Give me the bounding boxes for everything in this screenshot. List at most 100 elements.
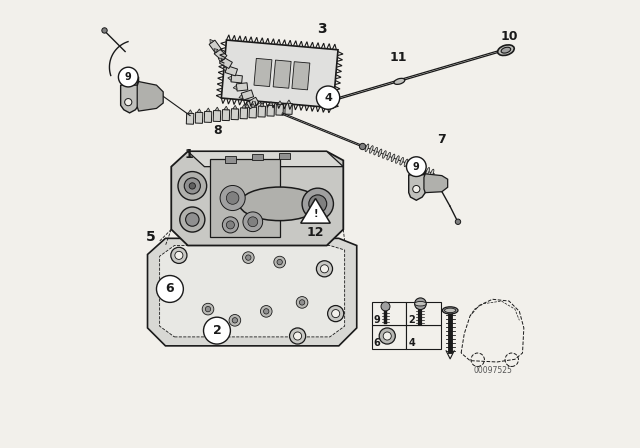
Ellipse shape xyxy=(369,146,373,153)
Text: 1: 1 xyxy=(185,148,193,161)
Bar xyxy=(276,104,284,115)
Circle shape xyxy=(125,99,132,106)
Polygon shape xyxy=(251,103,255,107)
Polygon shape xyxy=(206,108,211,112)
Bar xyxy=(254,58,272,86)
Bar xyxy=(273,60,291,88)
Circle shape xyxy=(186,213,199,226)
Bar xyxy=(213,111,221,121)
Circle shape xyxy=(274,256,285,268)
Bar xyxy=(249,107,257,118)
Circle shape xyxy=(246,255,251,260)
Text: 6: 6 xyxy=(166,282,174,296)
Circle shape xyxy=(260,306,272,317)
Text: 9: 9 xyxy=(413,162,420,172)
Circle shape xyxy=(222,217,239,233)
Polygon shape xyxy=(214,49,218,53)
Circle shape xyxy=(232,318,237,323)
Text: 5: 5 xyxy=(146,229,156,244)
Circle shape xyxy=(412,163,420,171)
Circle shape xyxy=(229,314,241,326)
Bar xyxy=(267,105,275,116)
Bar xyxy=(220,57,232,69)
Polygon shape xyxy=(409,167,426,200)
Text: 12: 12 xyxy=(307,225,324,239)
Circle shape xyxy=(189,183,195,189)
Polygon shape xyxy=(301,198,330,223)
Circle shape xyxy=(157,276,182,302)
Circle shape xyxy=(211,324,223,337)
Ellipse shape xyxy=(417,164,421,172)
Bar xyxy=(240,108,248,119)
Polygon shape xyxy=(159,246,345,337)
Circle shape xyxy=(184,178,200,194)
Circle shape xyxy=(248,217,258,227)
Text: 4: 4 xyxy=(324,93,332,103)
Circle shape xyxy=(408,158,426,176)
Circle shape xyxy=(227,192,239,204)
Circle shape xyxy=(316,261,333,277)
Circle shape xyxy=(119,68,137,86)
Circle shape xyxy=(381,302,390,311)
Circle shape xyxy=(178,172,207,200)
Circle shape xyxy=(205,306,211,312)
Polygon shape xyxy=(121,77,139,113)
Circle shape xyxy=(296,297,308,308)
Bar xyxy=(186,113,194,124)
Bar xyxy=(241,90,253,100)
Bar xyxy=(372,325,406,349)
Bar xyxy=(222,110,230,121)
Bar xyxy=(209,40,221,53)
Bar xyxy=(236,83,248,91)
Ellipse shape xyxy=(415,302,426,306)
Polygon shape xyxy=(197,109,202,112)
Bar xyxy=(231,109,239,120)
Circle shape xyxy=(157,276,184,302)
Circle shape xyxy=(406,157,426,177)
Polygon shape xyxy=(137,82,163,111)
Bar xyxy=(372,302,406,325)
Polygon shape xyxy=(218,58,222,62)
Text: 3: 3 xyxy=(317,22,327,36)
Bar xyxy=(252,154,262,160)
Ellipse shape xyxy=(400,157,404,165)
Circle shape xyxy=(294,332,301,340)
Circle shape xyxy=(328,306,344,322)
Polygon shape xyxy=(148,238,356,346)
Bar xyxy=(225,66,237,76)
Polygon shape xyxy=(233,105,237,109)
Circle shape xyxy=(309,195,327,213)
Bar xyxy=(406,325,442,349)
Polygon shape xyxy=(224,106,228,110)
Text: 6: 6 xyxy=(374,338,380,348)
Circle shape xyxy=(220,185,245,211)
Circle shape xyxy=(300,300,305,305)
Bar xyxy=(292,62,310,90)
Ellipse shape xyxy=(430,169,434,177)
Circle shape xyxy=(102,28,108,33)
Polygon shape xyxy=(223,67,227,71)
Polygon shape xyxy=(210,39,214,43)
Ellipse shape xyxy=(404,159,408,167)
Circle shape xyxy=(455,219,461,224)
Bar xyxy=(406,302,442,325)
Bar xyxy=(210,159,280,237)
Circle shape xyxy=(164,283,176,295)
Ellipse shape xyxy=(391,154,395,162)
Circle shape xyxy=(332,310,340,318)
Ellipse shape xyxy=(394,78,405,84)
Text: 4: 4 xyxy=(408,338,415,348)
Circle shape xyxy=(321,265,328,273)
Circle shape xyxy=(277,259,282,265)
Ellipse shape xyxy=(445,308,456,313)
Circle shape xyxy=(316,86,340,109)
Text: 2: 2 xyxy=(408,315,415,325)
Text: 7: 7 xyxy=(438,133,446,146)
Bar xyxy=(246,97,259,109)
Polygon shape xyxy=(287,100,291,103)
Text: 10: 10 xyxy=(500,30,518,43)
Circle shape xyxy=(360,143,365,150)
Circle shape xyxy=(180,207,205,232)
Text: 11: 11 xyxy=(390,51,407,64)
Ellipse shape xyxy=(383,151,386,158)
